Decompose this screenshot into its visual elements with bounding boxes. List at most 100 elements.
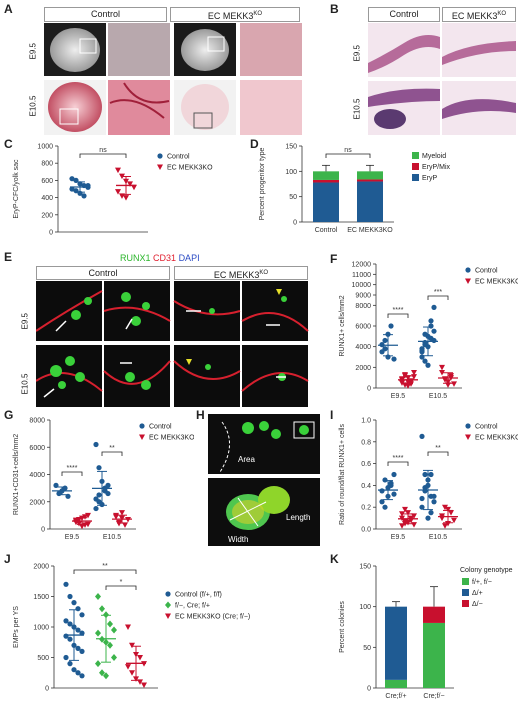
data-point-ko (451, 517, 457, 524)
data-point-control (382, 477, 388, 483)
y-tick-label: 0 (41, 527, 45, 534)
image-a-e95-ko-zoom (240, 23, 302, 76)
row-label-e105-a: E10.5 (28, 95, 38, 117)
panel-label-c: C (4, 137, 13, 151)
y-tick-label: 1.0 (361, 418, 371, 425)
y-tick-label: 0.6 (361, 461, 371, 468)
significance-label: * (120, 579, 123, 586)
data-point-control (422, 331, 428, 337)
y-tick-label: 2000 (33, 564, 49, 571)
x-tick-label: EC MEKK3KO (347, 227, 393, 234)
data-point-ko (402, 372, 408, 378)
bar-segment (423, 606, 445, 623)
y-tick-label: 50 (289, 194, 297, 201)
legend-label: f/+, f/− (472, 579, 492, 586)
header-ko-a: EC MEKK3KO (170, 7, 300, 22)
data-point-control (71, 667, 77, 673)
x-tick-label: E9.5 (391, 393, 406, 400)
data-point-ko (402, 518, 408, 525)
data-point-ko (125, 624, 131, 630)
header-control-b: Control (368, 7, 440, 22)
y-tick-label: 0.2 (361, 505, 371, 512)
y-axis-label: RUNX1+ cells/mm2 (339, 295, 346, 356)
data-point-ko (127, 181, 133, 187)
data-point-ko (399, 380, 405, 386)
data-point-control (79, 648, 85, 654)
y-tick-label: 800 (41, 161, 53, 168)
data-point-het (95, 629, 101, 637)
x-tick-label: Control (315, 227, 338, 234)
data-point-control (391, 471, 397, 478)
data-point-ko (137, 655, 143, 661)
y-tick-label: 1000 (37, 144, 53, 151)
data-point-control (102, 488, 108, 494)
y-tick-label: 0 (293, 220, 297, 227)
significance-bracket (387, 461, 409, 466)
bar-segment (357, 179, 383, 182)
legend-marker (157, 153, 163, 159)
data-point-het (111, 654, 117, 661)
legend-marker (465, 278, 471, 284)
significance-label: *** (434, 289, 442, 296)
data-point-control (96, 465, 102, 471)
data-point-ko (113, 512, 119, 519)
legend-label: Control (f/+, f/f) (175, 592, 222, 599)
legend-marker (139, 423, 145, 429)
data-point-control (391, 356, 397, 362)
data-point-ko (451, 381, 457, 387)
data-point-control (382, 337, 388, 344)
significance-label: ** (102, 563, 108, 570)
significance-bracket (427, 451, 449, 456)
y-axis-label: EryP-CFC/yolk sac (13, 159, 20, 219)
bar-segment (385, 679, 407, 688)
image-a-e95-control-zoom (108, 23, 170, 76)
significance-label: **** (393, 307, 404, 314)
data-point-control (419, 495, 425, 502)
legend-label: Control (167, 154, 190, 161)
y-tick-label: 150 (285, 144, 297, 151)
y-tick-label: 150 (359, 564, 371, 571)
data-point-ko (82, 514, 88, 520)
data-point-control (69, 176, 75, 182)
significance-bracket (325, 153, 371, 158)
data-point-control (67, 661, 73, 667)
significance-label: ns (344, 147, 352, 154)
data-point-het (99, 605, 105, 613)
significance-bracket (73, 569, 137, 574)
data-point-control (81, 193, 87, 199)
data-point-ko (445, 506, 451, 513)
y-axis-label: Ratio of round/flat RUNX1+ cells (339, 424, 346, 525)
data-point-ko (405, 383, 411, 389)
x-tick-label: E10.5 (429, 534, 447, 541)
data-point-control (79, 673, 85, 679)
data-point-control (419, 504, 425, 510)
data-point-ko (439, 364, 445, 371)
histology-images-b (368, 23, 516, 135)
data-point-ko (85, 521, 91, 528)
significance-label: **** (393, 455, 404, 462)
legend-marker (465, 423, 471, 429)
panel-label-h: H (196, 408, 205, 422)
legend-label: EC MEKK3KO (149, 435, 194, 442)
data-point-control (71, 600, 77, 606)
y-tick-label: 50 (363, 645, 371, 652)
h-length-label: Length (286, 513, 310, 522)
row-label-e105-b: E10.5 (352, 98, 362, 120)
header-ko-b: EC MEKK3KO (442, 7, 516, 22)
y-tick-label: 0.4 (361, 483, 371, 490)
panel-label-d: D (250, 137, 259, 151)
legend-swatch (462, 600, 469, 607)
embryo-images-a (44, 23, 302, 135)
data-point-control (63, 618, 69, 624)
data-point-control (431, 499, 437, 505)
fluorescence-images-e (36, 281, 309, 407)
legend-label: EC MEKK3KO (Cre; f/−) (175, 614, 250, 621)
legend-marker (465, 434, 471, 440)
y-tick-label: 0 (49, 230, 53, 237)
data-point-ko (141, 682, 147, 688)
significance-bracket (61, 471, 83, 476)
x-tick-label: E10.5 (429, 393, 447, 400)
legend-label: Control (149, 424, 172, 431)
data-point-control (67, 621, 73, 627)
data-point-ko (122, 522, 128, 528)
